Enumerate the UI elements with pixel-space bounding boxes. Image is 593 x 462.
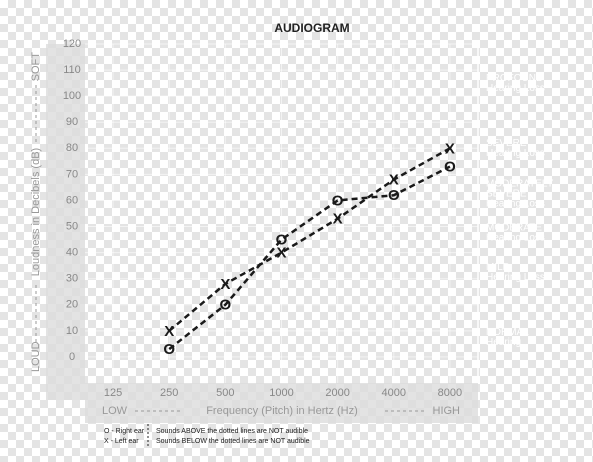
y-tick-label: 10	[66, 325, 78, 337]
y-label-text: Loudness in Decibels (dB)	[30, 148, 42, 276]
band-label: Hearing Loss	[486, 83, 545, 94]
band-label: Hearing Loss	[486, 148, 545, 159]
note: Sounds BELOW the dotted lines are NOT au…	[156, 438, 310, 445]
ear-marker: O	[220, 297, 232, 314]
legend-item: O - Right ear	[104, 428, 145, 435]
x-tick-label: 2000	[325, 387, 349, 399]
x-tick-label: 4000	[382, 387, 406, 399]
band-label: Hearing	[486, 337, 521, 348]
y-tick-label: 80	[66, 142, 78, 154]
ear-marker: X	[220, 276, 230, 293]
chart-title: AUDIOGRAM	[274, 21, 349, 35]
band-label: NORMAL	[486, 327, 529, 338]
legend-item: X - Left ear	[104, 438, 139, 445]
ear-marker: X	[164, 323, 174, 340]
ear-marker: X	[276, 245, 286, 262]
band-label: SEVERE	[486, 189, 527, 200]
x-axis-panel	[85, 383, 478, 423]
band-label: PROFOUND	[486, 73, 543, 84]
band-label: MODERATE	[486, 223, 542, 234]
x-axis-label: LOW Frequency (Pitch) in Hertz (Hz) HIGH	[102, 405, 460, 417]
x-label-high: HIGH	[433, 405, 461, 417]
ear-marker: O	[276, 232, 288, 249]
y-label-high: SOFT	[30, 52, 42, 82]
y-tick-label: 50	[66, 220, 78, 232]
band-label: Hearing Loss	[486, 272, 545, 283]
ear-marker: O	[444, 159, 456, 176]
ear-marker: O	[332, 192, 344, 209]
y-tick-label: 120	[63, 38, 81, 50]
y-tick-label: 30	[66, 273, 78, 285]
y-tick-label: 40	[66, 247, 78, 259]
y-label-low: LOUD	[30, 341, 42, 372]
ear-marker: X	[389, 172, 399, 189]
x-label-text: Frequency (Pitch) in Hertz (Hz)	[206, 405, 358, 417]
x-label-low: LOW	[102, 405, 128, 417]
y-tick-label: 20	[66, 299, 78, 311]
band-label: MODERATELY	[486, 179, 554, 190]
ear-marker: O	[388, 187, 400, 204]
x-tick-label: 8000	[438, 387, 462, 399]
ear-marker: O	[163, 341, 175, 358]
ear-marker: X	[445, 140, 455, 157]
y-tick-label: 70	[66, 168, 78, 180]
band-label: Hearing Loss	[486, 233, 545, 244]
y-tick-label: 0	[69, 351, 75, 363]
y-axis-label: LOUD Loudness in Decibels (dB) SOFT	[30, 52, 42, 372]
x-tick-label: 250	[160, 387, 178, 399]
x-tick-label: 1000	[269, 387, 293, 399]
y-tick-label: 60	[66, 194, 78, 206]
band-label: SEVERE	[486, 138, 527, 149]
note: Sounds ABOVE the dotted lines are NOT au…	[156, 428, 308, 435]
band-label: MILD	[486, 262, 510, 273]
band-label: Hearing Loss	[486, 199, 545, 210]
y-tick-label: 110	[63, 64, 81, 76]
y-tick-label: 90	[66, 116, 78, 128]
y-axis-panel	[46, 44, 85, 400]
legend: O - Right ear X - Left ear Sounds ABOVE …	[104, 424, 310, 448]
x-tick-label: 125	[104, 387, 122, 399]
y-tick-label: 100	[63, 90, 81, 102]
x-tick-label: 500	[216, 387, 234, 399]
ear-line	[168, 147, 451, 332]
ear-line	[168, 165, 451, 351]
ear-marker: X	[333, 211, 343, 228]
